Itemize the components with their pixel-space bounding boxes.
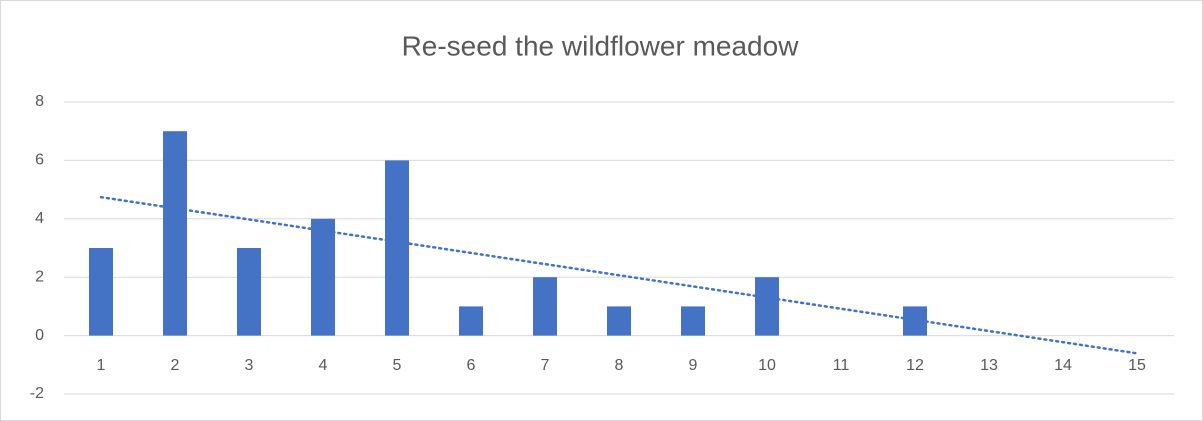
bar [681, 306, 705, 336]
x-tick-label: 10 [758, 357, 776, 374]
x-tick-label: 4 [319, 357, 328, 374]
x-tick-label: 2 [171, 357, 180, 374]
bar [89, 248, 113, 336]
bar [163, 131, 187, 336]
bar [533, 277, 557, 336]
x-tick-label: 13 [980, 357, 998, 374]
chart-title: Re-seed the wildflower meadow [402, 30, 800, 61]
x-tick-label: 15 [1128, 357, 1146, 374]
x-tick-label: 5 [393, 357, 402, 374]
bar [237, 248, 261, 336]
x-tick-label: 3 [245, 357, 254, 374]
bar [459, 306, 483, 336]
bar [385, 160, 409, 336]
x-tick-label: 14 [1054, 357, 1072, 374]
bar [607, 306, 631, 336]
bar [311, 218, 335, 336]
x-tick-label: 12 [906, 357, 924, 374]
x-tick-label: 11 [833, 357, 850, 374]
trendline [99, 195, 1139, 355]
y-tick-label: 4 [35, 210, 44, 227]
y-tick-label: 8 [35, 93, 44, 110]
x-tick-label: 7 [541, 357, 550, 374]
x-tick-label: 1 [97, 357, 106, 374]
y-tick-label: 0 [35, 327, 44, 344]
y-tick-label: -2 [30, 385, 44, 402]
y-tick-label: 6 [35, 152, 44, 169]
x-tick-label: 9 [689, 357, 698, 374]
x-tick-label: 6 [467, 357, 476, 374]
bar [755, 277, 779, 336]
x-tick-label: 8 [615, 357, 624, 374]
y-tick-label: 2 [35, 268, 44, 285]
